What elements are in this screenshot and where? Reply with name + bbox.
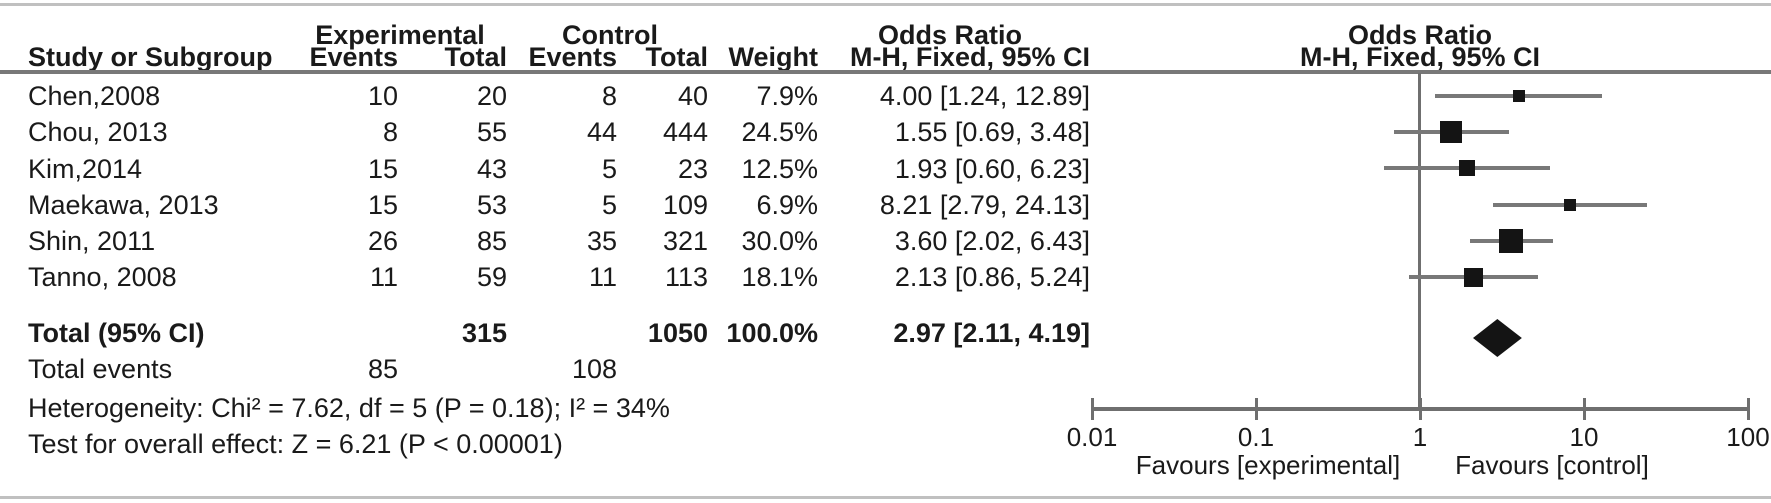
study-events-exp: 8 — [382, 117, 398, 147]
header-mh-fixed-ci-plot: M-H, Fixed, 95% CI — [1299, 42, 1541, 72]
study-total-ctrl: 23 — [677, 154, 708, 184]
axis-tick-label: 0.1 — [1237, 422, 1275, 452]
study-events-exp: 15 — [367, 190, 398, 220]
heterogeneity-note: Heterogeneity: Chi² = 7.62, df = 5 (P = … — [28, 393, 670, 423]
axis-tick — [1090, 398, 1094, 420]
study-name: Maekawa, 2013 — [28, 190, 219, 220]
study-events-ctrl: 35 — [586, 226, 617, 256]
header-mh-fixed-ci-text: M-H, Fixed, 95% CI — [849, 42, 1090, 72]
study-ci-text: 2.13 [0.86, 5.24] — [894, 262, 1090, 292]
study-weight: 7.9% — [756, 81, 818, 111]
header-events-control: Events — [528, 42, 617, 72]
favours-control-label: Favours [control] — [1455, 450, 1649, 480]
axis-tick-label: 1 — [1412, 422, 1428, 452]
or-point-square — [1563, 198, 1576, 211]
total-label: Total (95% CI) — [28, 318, 205, 348]
study-name: Shin, 2011 — [28, 226, 156, 256]
axis-tick-label: 10 — [1569, 422, 1599, 452]
study-events-ctrl: 5 — [601, 190, 617, 220]
study-events-exp: 15 — [367, 154, 398, 184]
study-weight: 18.1% — [741, 262, 818, 292]
study-events-exp: 11 — [369, 262, 398, 292]
study-events-exp: 10 — [367, 81, 398, 111]
total-events-exp: 85 — [367, 354, 398, 384]
study-events-ctrl: 8 — [601, 81, 617, 111]
header-odds-ratio-plot: Odds Ratio — [1347, 20, 1493, 50]
study-ci-text: 4.00 [1.24, 12.89] — [879, 81, 1090, 111]
favours-experimental-label: Favours [experimental] — [1135, 450, 1401, 480]
study-total-exp: 53 — [476, 190, 507, 220]
study-total-exp: 85 — [476, 226, 507, 256]
study-total-ctrl: 40 — [677, 81, 708, 111]
study-total-exp: 20 — [476, 81, 507, 111]
study-ci-text: 1.55 [0.69, 3.48] — [894, 117, 1090, 147]
no-effect-gridline — [1418, 73, 1421, 410]
or-point-square — [1464, 267, 1484, 287]
top-border-line — [0, 3, 1771, 6]
header-study-subgroup: Study or Subgroup — [28, 42, 273, 72]
axis-tick — [1418, 398, 1422, 420]
study-ci-text: 3.60 [2.02, 6.43] — [894, 226, 1090, 256]
header-weight: Weight — [728, 42, 819, 72]
total-total-ctrl: 1050 — [647, 318, 708, 348]
header-odds-ratio-text: Odds Ratio — [877, 20, 1023, 50]
or-point-square — [1440, 121, 1463, 144]
study-total-ctrl: 321 — [662, 226, 708, 256]
or-point-square — [1458, 160, 1475, 177]
study-events-ctrl: 5 — [601, 154, 617, 184]
summary-diamond — [1473, 319, 1523, 357]
study-name: Tanno, 2008 — [28, 262, 177, 292]
study-total-ctrl: 444 — [662, 117, 708, 147]
header-events-experimental: Events — [309, 42, 398, 72]
study-weight: 24.5% — [741, 117, 818, 147]
axis-tick-label: 100 — [1726, 422, 1770, 452]
study-ci-text: 8.21 [2.79, 24.13] — [879, 190, 1090, 220]
study-name: Kim,2014 — [28, 154, 143, 184]
axis-tick-label: 0.01 — [1066, 422, 1118, 452]
study-total-exp: 43 — [476, 154, 507, 184]
header-group-control: Control — [562, 20, 658, 50]
study-events-ctrl: 44 — [586, 117, 617, 147]
header-total-experimental: Total — [444, 42, 508, 72]
axis-tick — [1254, 398, 1258, 420]
study-ci-text: 1.93 [0.60, 6.23] — [894, 154, 1090, 184]
header-divider-line — [0, 70, 1771, 74]
total-total-exp: 315 — [461, 318, 507, 348]
study-name: Chen,2008 — [28, 81, 161, 111]
study-weight: 6.9% — [756, 190, 818, 220]
study-weight: 12.5% — [741, 154, 818, 184]
study-name: Chou, 2013 — [28, 117, 168, 147]
total-ci-text: 2.97 [2.11, 4.19] — [893, 318, 1090, 348]
study-weight: 30.0% — [741, 226, 818, 256]
header-total-control: Total — [645, 42, 709, 72]
or-point-square — [1499, 228, 1524, 253]
overall-effect-note: Test for overall effect: Z = 6.21 (P < 0… — [28, 429, 563, 459]
axis-tick — [1746, 398, 1750, 420]
axis-tick — [1582, 398, 1586, 420]
study-events-exp: 26 — [367, 226, 398, 256]
total-events-label: Total events — [28, 354, 173, 384]
header-group-experimental: Experimental — [315, 20, 485, 50]
study-events-ctrl: 11 — [588, 262, 617, 292]
study-total-ctrl: 109 — [662, 190, 708, 220]
study-total-exp: 59 — [476, 262, 507, 292]
bottom-border-line — [0, 496, 1771, 499]
or-point-square — [1512, 90, 1525, 102]
study-total-ctrl: 113 — [664, 262, 708, 292]
total-weight: 100.0% — [726, 318, 818, 348]
study-total-exp: 55 — [476, 117, 507, 147]
total-events-ctrl: 108 — [571, 354, 617, 384]
